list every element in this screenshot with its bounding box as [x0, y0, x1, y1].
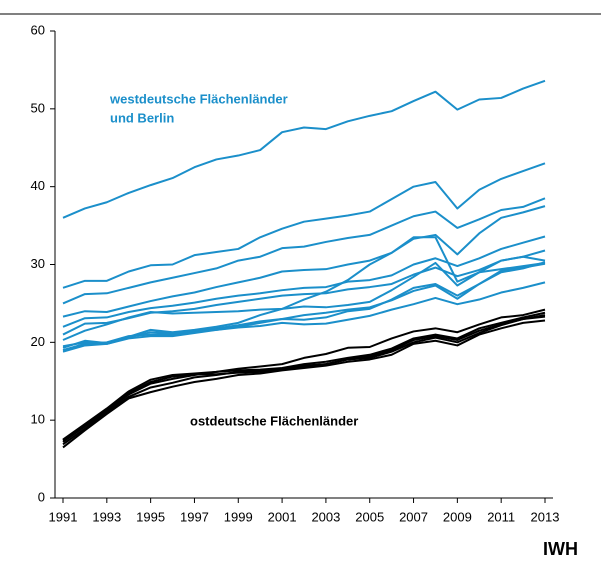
x-tick-label: 1993 [92, 509, 121, 524]
y-tick-label: 60 [31, 22, 45, 37]
data-line [62, 262, 546, 352]
data-line [62, 205, 546, 318]
data-line [62, 249, 546, 336]
data-line [62, 79, 546, 219]
data-line [62, 235, 546, 328]
data-line [62, 162, 546, 289]
data-line [62, 319, 546, 449]
x-tick-label: 2007 [399, 509, 428, 524]
y-tick-label: 0 [38, 489, 45, 504]
x-tick-label: 1997 [180, 509, 209, 524]
x-tick-label: 1999 [224, 509, 253, 524]
x-tick-label: 1995 [136, 509, 165, 524]
data-line [62, 236, 546, 349]
x-tick-label: 2003 [311, 509, 340, 524]
data-line [62, 261, 546, 341]
annotation: westdeutsche Flächenländer [109, 91, 288, 106]
data-line [62, 308, 546, 441]
y-tick-label: 20 [31, 334, 45, 349]
source: IWH [543, 539, 578, 559]
y-tick-label: 50 [31, 100, 45, 115]
data-line [62, 197, 546, 305]
x-tick-label: 2005 [355, 509, 384, 524]
x-tick-label: 2011 [487, 509, 515, 524]
y-tick-label: 40 [31, 178, 45, 193]
x-tick-label: 1991 [49, 509, 78, 524]
data-line [62, 311, 546, 443]
x-tick-label: 2013 [531, 509, 560, 524]
data-line [62, 261, 546, 348]
y-tick-label: 30 [31, 256, 45, 271]
annotation: ostdeutsche Flächenländer [190, 413, 358, 428]
y-tick-label: 10 [31, 412, 45, 427]
data-line [62, 281, 546, 353]
annotation: und Berlin [110, 110, 174, 125]
x-tick-label: 2009 [443, 509, 472, 524]
x-tick-label: 2001 [268, 509, 297, 524]
data-line [62, 314, 546, 442]
